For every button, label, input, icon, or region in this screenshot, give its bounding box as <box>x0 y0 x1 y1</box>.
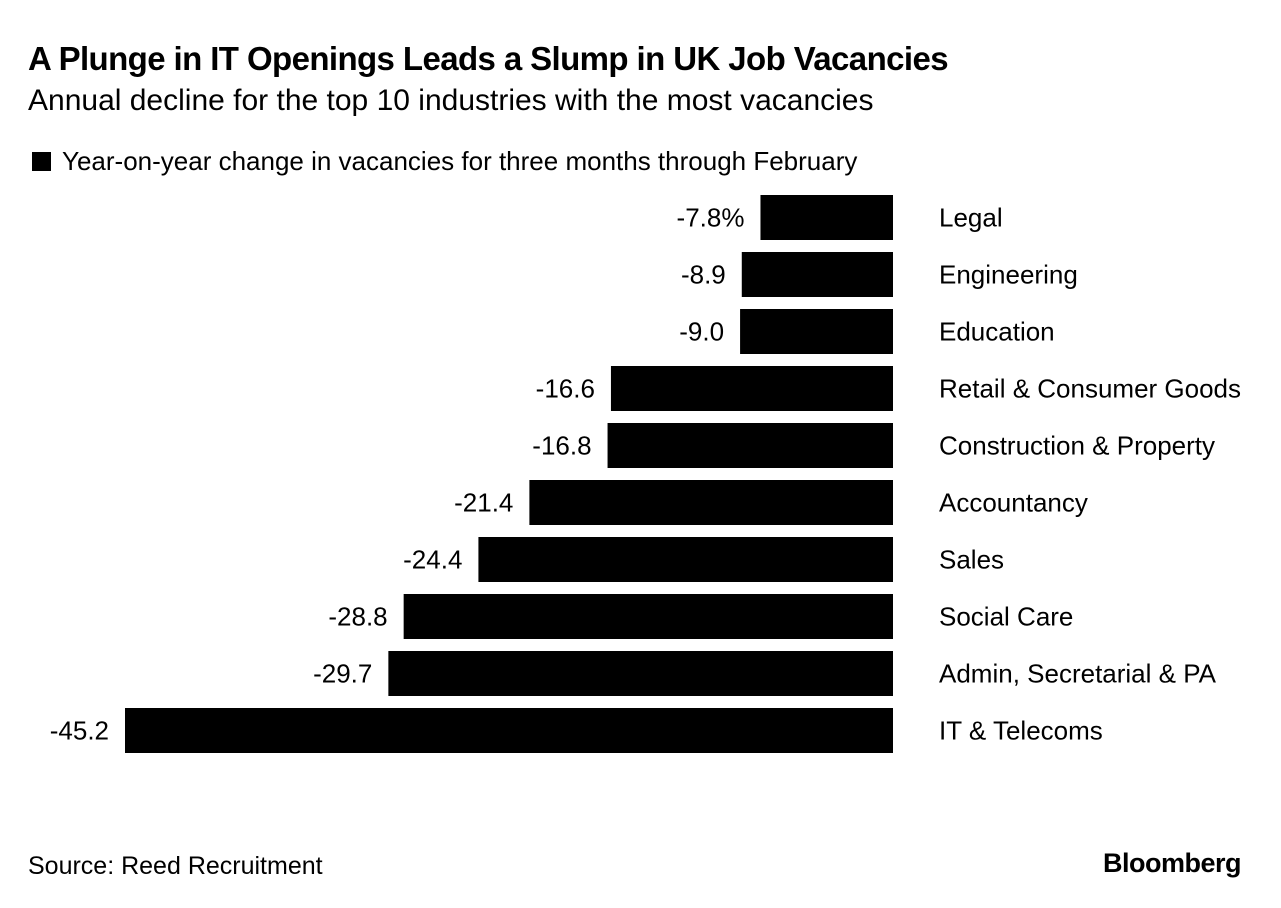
category-label: Retail & Consumer Goods <box>939 374 1241 404</box>
bar-value-label: -9.0 <box>679 317 724 347</box>
bar <box>388 651 893 696</box>
category-label: Admin, Secretarial & PA <box>939 659 1217 689</box>
bar <box>403 594 893 639</box>
category-label: Engineering <box>939 260 1078 290</box>
bar <box>741 252 893 297</box>
legend: Year-on-year change in vacancies for thr… <box>32 146 857 177</box>
category-label: Education <box>939 317 1055 347</box>
bar-value-label: -7.8% <box>677 203 745 233</box>
bar <box>607 423 893 468</box>
bar-value-label: -24.4 <box>403 545 462 575</box>
bar-value-label: -16.6 <box>536 374 595 404</box>
bar <box>125 708 893 753</box>
bloomberg-logo: Bloomberg <box>1102 848 1242 878</box>
bar <box>529 480 893 525</box>
chart-title: A Plunge in IT Openings Leads a Slump in… <box>28 40 949 77</box>
chart-subtitle: Annual decline for the top 10 industries… <box>28 84 874 117</box>
category-label: Construction & Property <box>939 431 1215 461</box>
bar-value-label: -21.4 <box>454 488 513 518</box>
category-label: IT & Telecoms <box>939 716 1103 746</box>
bar-value-label: -29.7 <box>313 659 372 689</box>
source-note: Source: Reed Recruitment <box>28 852 323 880</box>
bar <box>478 537 893 582</box>
category-label: Sales <box>939 545 1004 575</box>
bar-value-label: -16.8 <box>532 431 591 461</box>
bar <box>740 309 893 354</box>
bar-value-label: -28.8 <box>328 602 387 632</box>
category-label: Social Care <box>939 602 1073 632</box>
legend-swatch <box>32 152 51 171</box>
bar-value-label: -8.9 <box>681 260 726 290</box>
category-label: Accountancy <box>939 488 1088 518</box>
bar <box>760 195 893 240</box>
bar <box>610 366 893 411</box>
category-label: Legal <box>939 203 1003 233</box>
bar-value-label: -45.2 <box>50 716 109 746</box>
legend-label: Year-on-year change in vacancies for thr… <box>62 146 858 176</box>
